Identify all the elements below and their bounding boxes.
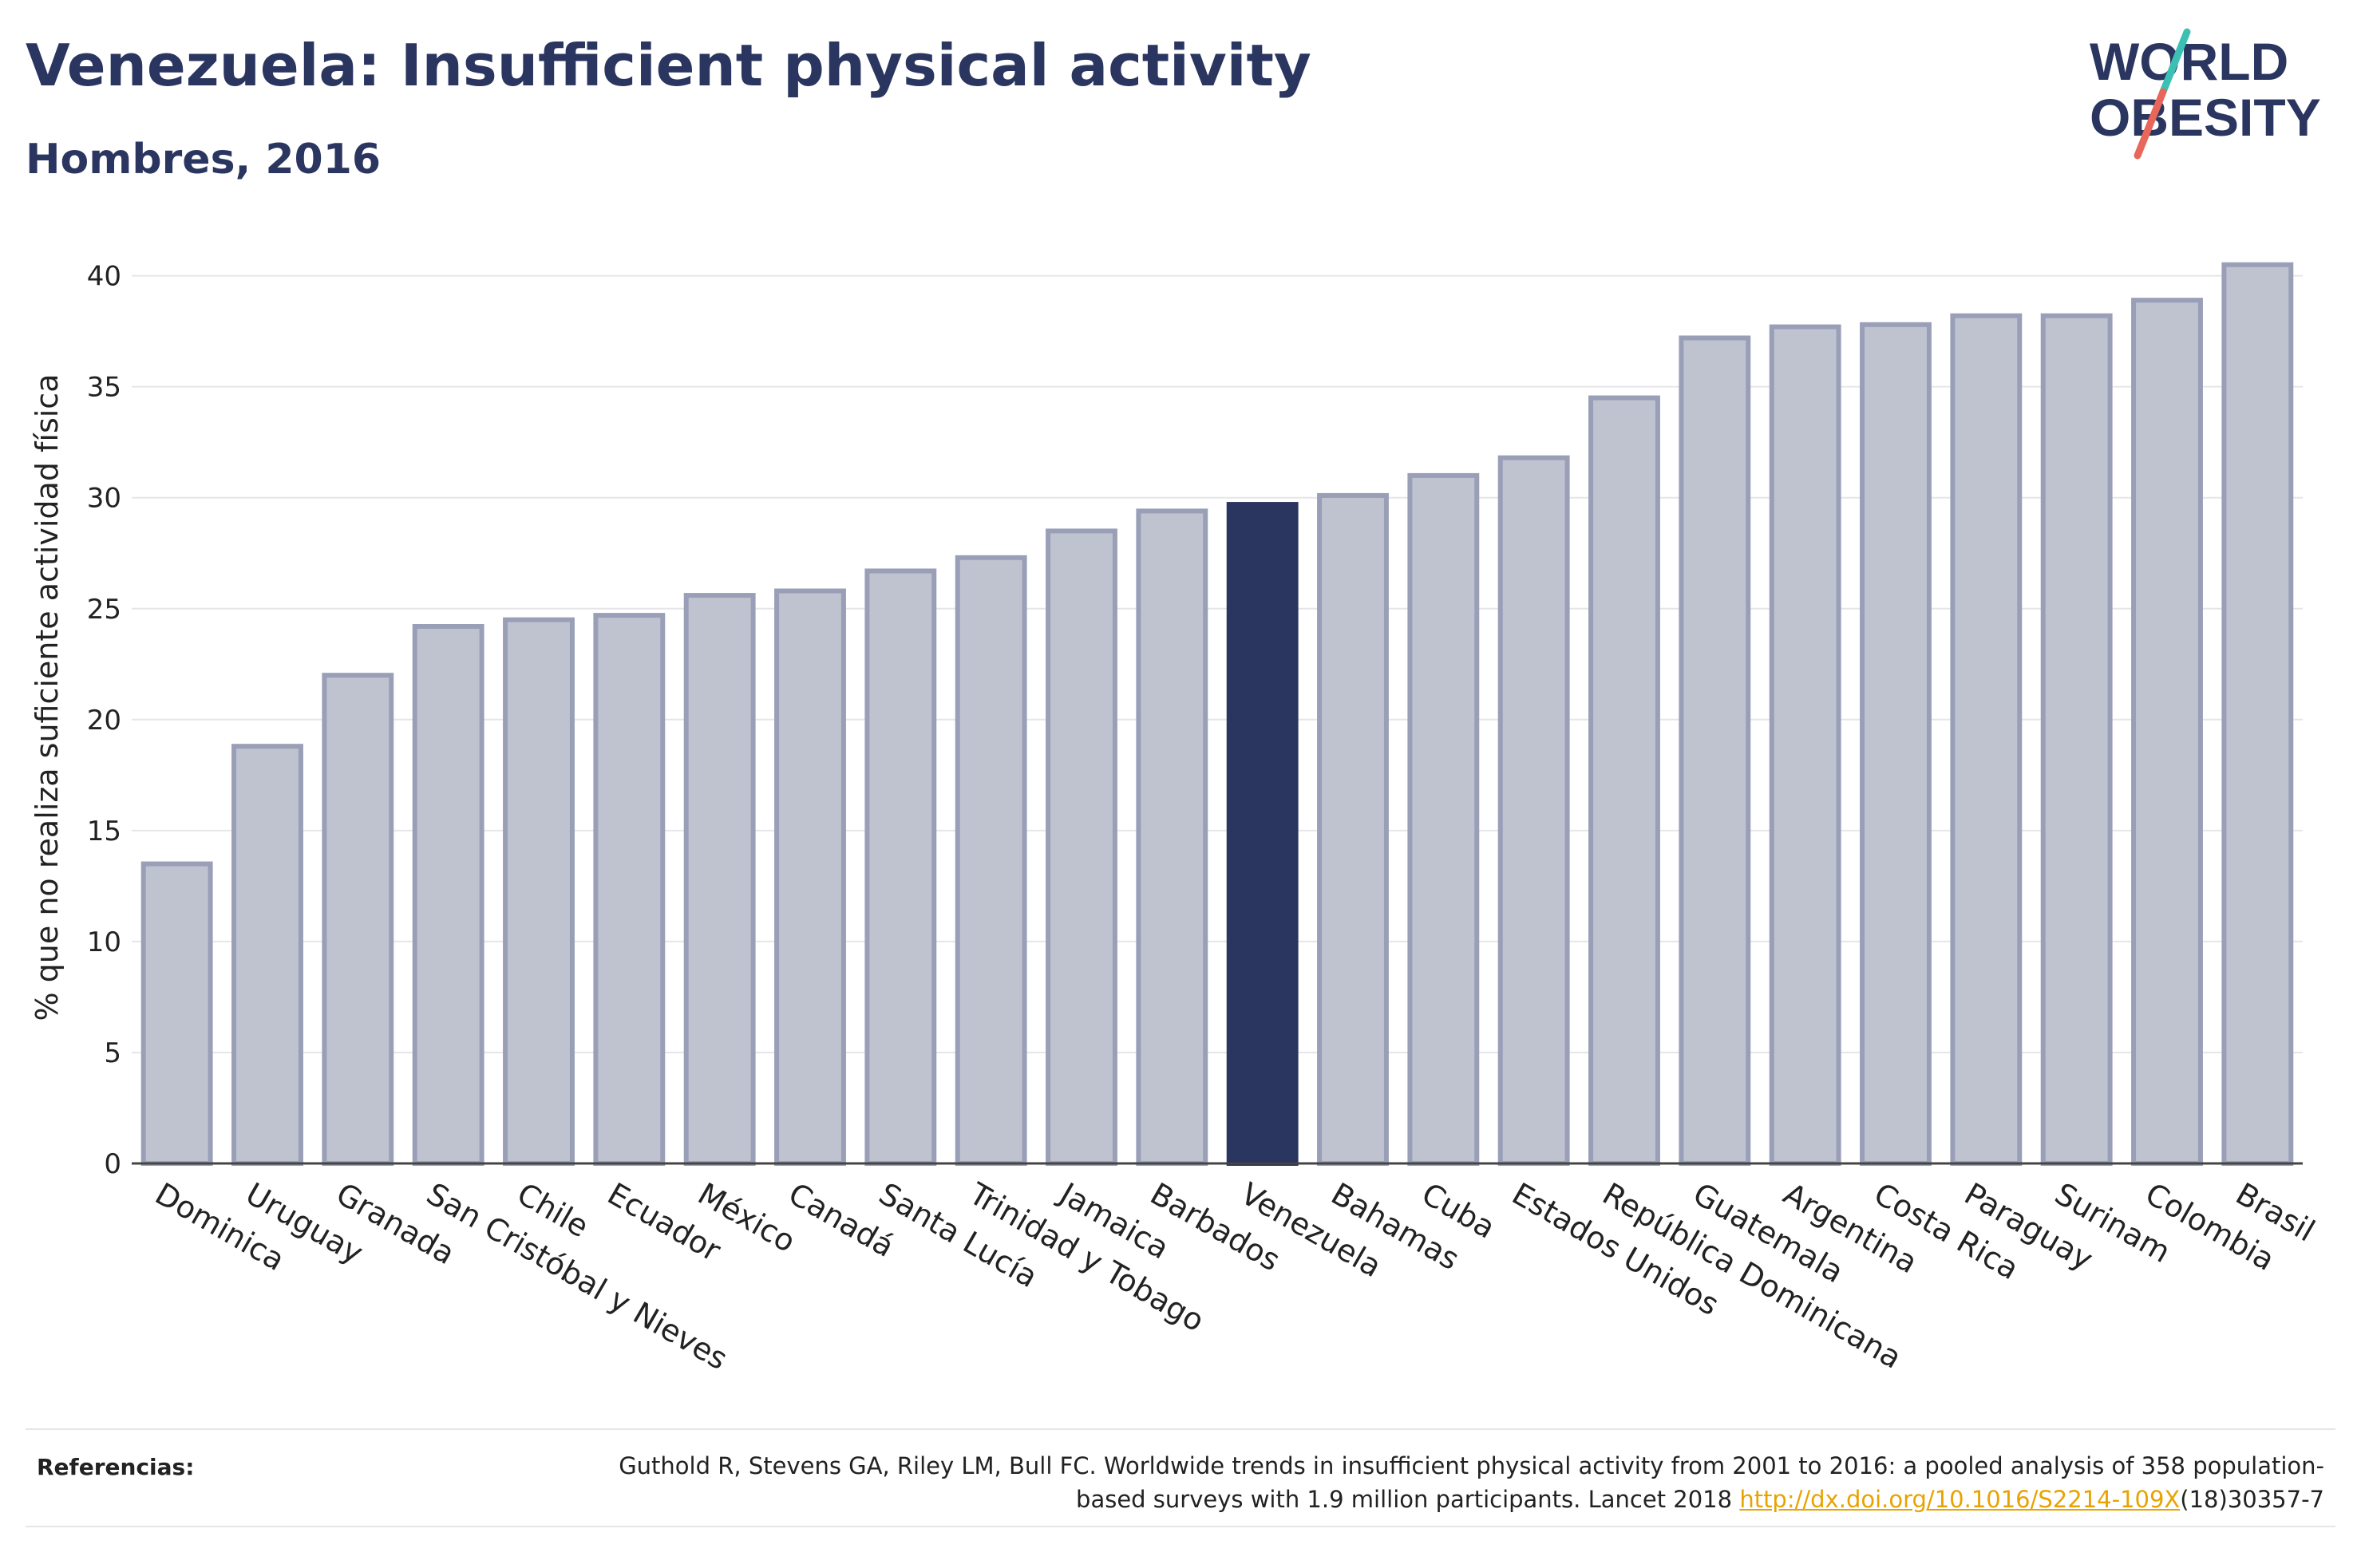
logo-line-obesity: OBESITY [2090, 88, 2321, 147]
bar [774, 588, 846, 1166]
bar [322, 673, 394, 1166]
bar [1769, 324, 1841, 1167]
y-axis-label: % que no realiza suficiente actividad fí… [30, 374, 65, 1021]
references-doi-link[interactable]: http://dx.doi.org/10.1016/S2214-109X [1739, 1486, 2181, 1513]
y-tick-label: 5 [104, 1037, 121, 1069]
y-tick-label: 10 [87, 926, 121, 958]
bar [503, 617, 575, 1166]
y-tick-label: 30 [87, 483, 121, 515]
bar [412, 624, 484, 1166]
bar-chart: 0 5 10 15 20 25 30 35 40 DominicaUruguayGranadaS… [30, 261, 2321, 1377]
bar [2131, 298, 2203, 1167]
bar [1407, 472, 1480, 1166]
world-obesity-logo: WORLD OBESITY [2090, 28, 2321, 160]
y-tick-labels: 0 5 10 15 20 25 30 35 40 [87, 261, 121, 1180]
bar [1136, 508, 1208, 1166]
bar [1588, 395, 1660, 1167]
bar [231, 744, 303, 1166]
bar [2040, 313, 2113, 1167]
bar [1679, 335, 1751, 1166]
bar [1317, 492, 1389, 1166]
y-tick-label: 20 [87, 705, 121, 737]
chart-title: Venezuela: Insufficient physical activit… [26, 32, 1311, 99]
bar [593, 613, 666, 1166]
y-tick-label: 40 [87, 261, 121, 293]
bar [864, 568, 937, 1166]
references-label: Referencias: [37, 1454, 195, 1480]
bar [1226, 502, 1299, 1166]
bar [2221, 262, 2294, 1167]
references-text: Guthold R, Stevens GA, Riley LM, Bull FC… [568, 1449, 2324, 1516]
y-tick-label: 35 [87, 372, 121, 404]
chart-subtitle: Hombres, 2016 [26, 136, 382, 184]
logo-slash-top [2159, 28, 2191, 96]
y-tick-label: 15 [87, 816, 121, 847]
bars [140, 262, 2294, 1167]
references-citation: Guthold R, Stevens GA, Riley LM, Bull FC… [619, 1452, 2324, 1513]
logo-line-world: WORLD [2090, 32, 2288, 91]
references-section: Referencias: Guthold R, Stevens GA, Rile… [26, 1428, 2335, 1527]
y-tick-label: 25 [87, 594, 121, 626]
bar [140, 861, 213, 1166]
bar [1046, 528, 1117, 1166]
bar [683, 593, 756, 1166]
bar [1497, 455, 1570, 1166]
logo-slash-bottom [2134, 88, 2167, 160]
bar [1860, 322, 1932, 1166]
y-tick-label: 0 [104, 1148, 121, 1180]
bar [955, 555, 1027, 1166]
bar [1950, 313, 2023, 1167]
references-citation-suffix: (18)30357-7 [2180, 1486, 2324, 1513]
